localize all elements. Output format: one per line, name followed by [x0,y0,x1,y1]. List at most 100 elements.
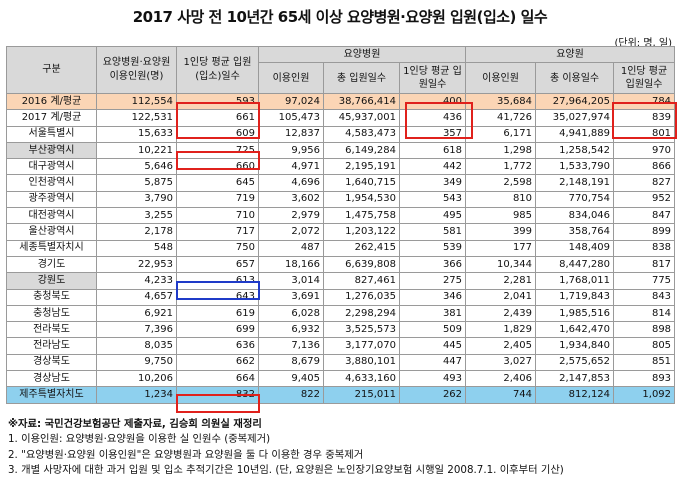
value-cell-ra: 970 [613,141,676,160]
value-cell-ht: 6,639,808 [323,255,400,274]
value-cell-rt: 770,754 [535,190,615,209]
region-cell: 경상남도 [6,370,97,388]
value-cell-ra: 775 [613,272,676,290]
value-cell-ca: 750 [176,239,259,257]
value-cell-ru: 10,344 [465,255,537,274]
value-cell-cu: 112,554 [96,92,177,111]
value-cell-ht: 215,011 [323,386,400,404]
value-cell-ht: 3,880,101 [323,353,400,372]
value-cell-cu: 9,750 [96,353,177,372]
value-cell-rt: 812,124 [535,386,615,404]
value-cell-hu: 3,014 [258,272,324,290]
header-row-2: 이용인원 총 입원일수 1인당 평균 입원일수 이용인원 총 이용일수 1인당 … [7,62,676,94]
value-cell-rt: 2,147,853 [535,370,615,388]
table-row: 대구광역시 5,646 660 4,971 2,195,191 442 1,772 1,533… [6,158,676,176]
region-cell: 전라북도 [6,321,97,339]
header-care-avg: 1인당 평균 입원일수 [613,62,676,94]
value-cell-cu: 548 [96,239,177,257]
value-cell-ht: 2,195,191 [323,158,400,176]
value-cell-rt: 1,768,011 [535,272,615,290]
region-cell: 세종특별자치시 [6,239,97,257]
region-cell: 전라남도 [6,337,97,355]
region-cell: 인천광역시 [6,174,97,192]
value-cell-ht: 38,766,414 [323,92,400,111]
value-cell-rt: 1,258,542 [535,141,615,160]
value-cell-rt: 2,148,191 [535,174,615,192]
value-cell-cu: 3,790 [96,190,177,209]
header-hospital-users: 이용인원 [258,62,324,94]
table-row: 서울특별시 15,633 609 12,837 4,583,473 357 6,171 4,9… [6,125,676,143]
value-cell-ca: 832 [176,386,259,404]
table-row: 울산광역시 2,178 717 2,072 1,203,122 581 399 358,764… [6,223,676,241]
table-row: 전라북도 7,396 699 6,932 3,525,573 509 1,829 1,642,… [6,321,676,339]
value-cell-cu: 4,657 [96,288,177,306]
table-row: 2017 계/평균 122,531 661 105,473 45,937,001 436 4… [6,109,676,127]
value-cell-ra: 814 [613,304,676,323]
value-cell-ru: 2,598 [465,174,537,192]
value-cell-hu: 6,028 [258,304,324,323]
value-cell-ht: 4,633,160 [323,370,400,388]
value-cell-ha: 495 [398,207,467,225]
table-row: 세종특별자치시 548 750 487 262,415 539 177 148,409 838 [6,239,676,257]
header-region: 구분 [6,46,97,94]
value-cell-cu: 10,221 [96,141,177,160]
value-cell-ht: 3,177,070 [323,337,400,355]
region-cell: 대전광역시 [6,207,97,225]
value-cell-hu: 2,979 [258,207,324,225]
value-cell-ca: 643 [176,288,259,306]
region-cell: 대구광역시 [6,158,97,176]
value-cell-cu: 8,035 [96,337,177,355]
value-cell-ha: 357 [398,125,467,143]
value-cell-ht: 827,461 [323,272,400,290]
table-row: 제주특별자치도 1,234 832 822 215,011 262 744 812,124 1,… [6,386,676,404]
value-cell-ha: 509 [398,321,467,339]
table-row: 강원도 4,233 613 3,014 827,461 275 2,281 1,768,011… [6,272,676,290]
page-title: 2017 사망 전 10년간 65세 이상 요양병원·요양원 입원(입소) 일수 [132,8,548,26]
table-row: 전라남도 8,035 636 7,136 3,177,070 445 2,405 1,934,… [6,337,676,355]
value-cell-ra: 805 [613,337,676,355]
value-cell-ru: 810 [465,190,537,209]
value-cell-ra: 952 [613,190,676,209]
value-cell-hu: 3,602 [258,190,324,209]
value-cell-ht: 45,937,001 [323,109,400,127]
value-cell-ru: 3,027 [465,353,537,372]
value-cell-hu: 487 [258,239,324,257]
value-cell-ra: 839 [613,109,676,127]
note-3: 3. 개별 사망자에 대한 과거 입원 및 입소 추적기간은 10년임. (단,… [8,464,564,477]
value-cell-hu: 97,024 [258,92,324,111]
value-cell-ru: 2,406 [465,370,537,388]
table-row: 경기도 22,953 657 18,166 6,639,808 366 10,344 8,44… [6,255,676,274]
value-cell-ru: 744 [465,386,537,404]
value-cell-ca: 699 [176,321,259,339]
value-cell-ha: 581 [398,223,467,241]
value-cell-cu: 1,234 [96,386,177,404]
table-row: 경상남도 10,206 664 9,405 4,633,160 493 2,406 2,147… [6,370,676,388]
value-cell-ca: 664 [176,370,259,388]
region-cell: 2017 계/평균 [6,109,97,127]
value-cell-ru: 35,684 [465,92,537,111]
value-cell-rt: 35,027,974 [535,109,615,127]
value-cell-ca: 719 [176,190,259,209]
value-cell-ha: 442 [398,158,467,176]
unit-label: (단위: 명, 일) [614,38,672,49]
footnotes: ※자료: 국민건강보험공단 제출자료, 김승희 의원실 재정리 1. 이용인원:… [8,417,564,479]
value-cell-ra: 817 [613,255,676,274]
table-row: 2016 계/평균 112,554 593 97,024 38,766,414 400 35… [6,92,676,111]
region-cell: 제주특별자치도 [6,386,97,404]
value-cell-cu: 5,646 [96,158,177,176]
value-cell-ra: 843 [613,288,676,306]
value-cell-ru: 985 [465,207,537,225]
value-cell-ca: 609 [176,125,259,143]
value-cell-cu: 10,206 [96,370,177,388]
value-cell-ht: 2,298,294 [323,304,400,323]
value-cell-hu: 9,956 [258,141,324,160]
value-cell-cu: 7,396 [96,321,177,339]
region-cell: 강원도 [6,272,97,290]
table-row: 충청남도 6,921 619 6,028 2,298,294 381 2,439 1,985,… [6,304,676,323]
value-cell-rt: 1,719,843 [535,288,615,306]
value-cell-cu: 3,255 [96,207,177,225]
note-1: 1. 이용인원: 요양병원·요양원을 이용한 실 인원수 (중복제거) [8,433,271,446]
table-row: 경상북도 9,750 662 8,679 3,880,101 447 3,027 2,575,… [6,353,676,372]
value-cell-rt: 1,533,790 [535,158,615,176]
value-cell-hu: 9,405 [258,370,324,388]
